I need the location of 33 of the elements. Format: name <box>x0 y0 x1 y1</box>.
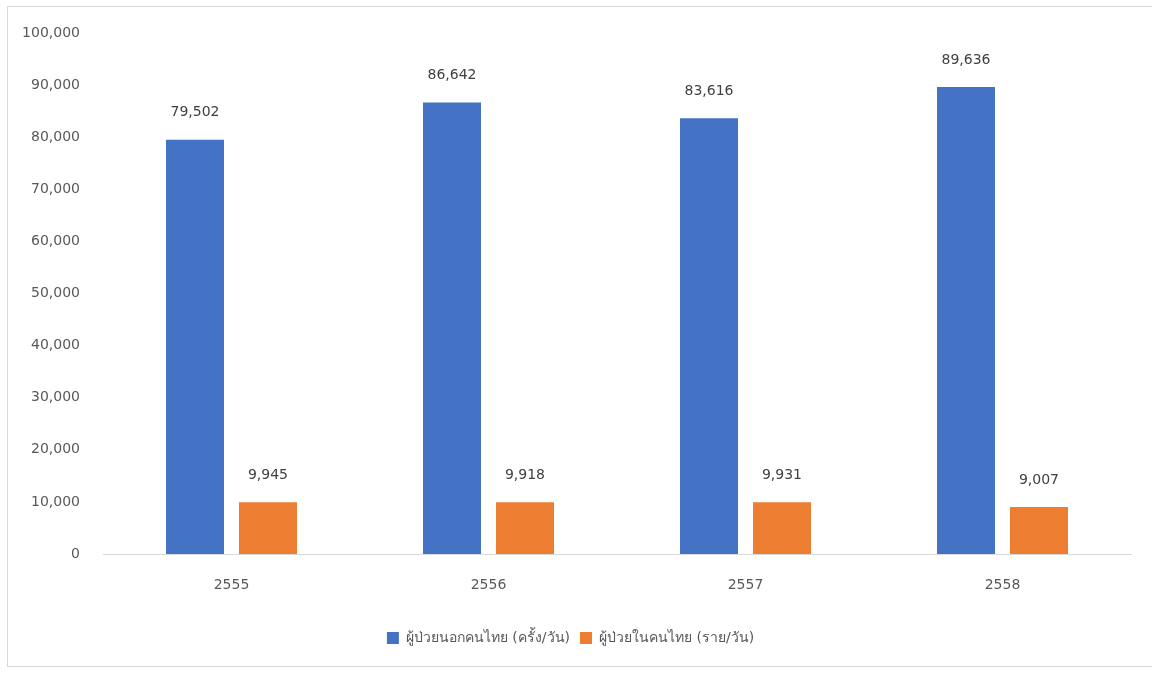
x-tick-label: 2558 <box>984 576 1021 593</box>
y-tick-label: 60,000 <box>31 232 80 249</box>
y-tick-label: 20,000 <box>31 440 80 457</box>
bar <box>752 502 812 554</box>
y-tick-label: 10,000 <box>31 492 80 509</box>
y-tick-label: 0 <box>71 544 80 561</box>
x-tick-label: 2555 <box>213 576 250 593</box>
y-tick-label: 90,000 <box>31 75 80 92</box>
x-tick-label: 2556 <box>470 576 507 593</box>
data-label: 9,931 <box>761 465 803 482</box>
legend-label: ผู้ป่วยนอกคนไทย (ครั้ง/วัน) <box>405 626 570 646</box>
data-label: 9,007 <box>1018 470 1060 487</box>
legend-label: ผู้ป่วยในคนไทย (ราย/วัน) <box>599 628 755 646</box>
data-label: 9,945 <box>247 465 289 482</box>
data-label: 86,642 <box>427 66 477 83</box>
bar <box>238 502 298 554</box>
bar <box>165 139 225 554</box>
bar <box>936 87 996 554</box>
y-tick-label: 70,000 <box>31 179 80 196</box>
x-tick-label: 2557 <box>727 576 764 593</box>
y-tick-label: 50,000 <box>31 284 80 301</box>
y-tick-label: 30,000 <box>31 388 80 405</box>
y-tick-label: 40,000 <box>31 336 80 353</box>
data-label: 9,918 <box>504 465 546 482</box>
bar <box>679 118 739 554</box>
y-tick-label: 80,000 <box>31 127 80 144</box>
data-label: 79,502 <box>170 103 220 120</box>
data-label: 83,616 <box>684 82 734 98</box>
data-label: 89,636 <box>941 50 991 67</box>
bar <box>1009 507 1069 554</box>
bar <box>422 102 482 554</box>
bar <box>495 502 555 554</box>
y-tick-label: 100,000 <box>22 23 80 40</box>
